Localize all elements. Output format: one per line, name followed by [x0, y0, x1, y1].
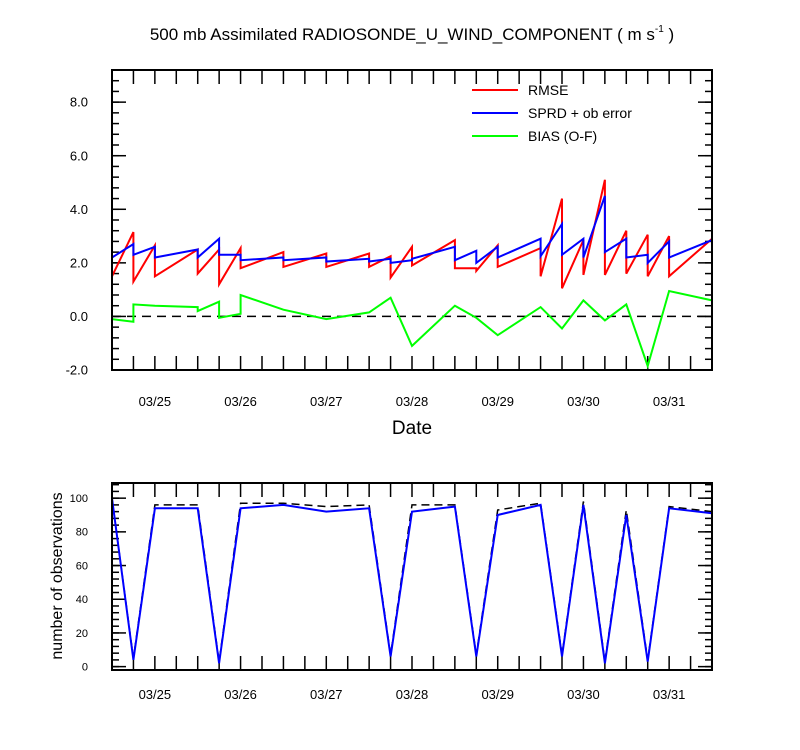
chart-title-exponent: -1 [655, 24, 664, 35]
bottom-series-assimilated [111, 498, 713, 664]
bottom-plot: 03/25 03/26 03/27 03/28 03/29 03/30 03/31 0 20 40… [70, 482, 713, 702]
bottom-y-tick-label: 40 [76, 594, 88, 606]
chart-title: 500 mb Assimilated RADIOSONDE_U_WIND_COM… [150, 24, 674, 44]
legend-label-sprd-ob-error: SPRD + ob error [528, 105, 632, 121]
top-x-tick-label: 03/25 [139, 394, 172, 409]
top-plot-frame [111, 69, 713, 371]
top-y-tick-label: 0.0 [70, 309, 88, 324]
top-x-tick-label: 03/30 [567, 394, 600, 409]
top-plot: 03/25 03/26 03/27 03/28 03/29 03/30 03/31 -2.0 0… [66, 69, 713, 409]
legend-label-rmse: RMSE [528, 82, 568, 98]
legend-label-bias-o-f: BIAS (O-F) [528, 128, 597, 144]
top-series-sprd-ob-error [111, 195, 713, 266]
top-x-tick-label: 03/27 [310, 394, 343, 409]
bottom-x-tick-label: 03/30 [567, 687, 600, 702]
bottom-x-tick-label: 03/28 [396, 687, 429, 702]
bottom-series-possible [111, 498, 713, 662]
top-y-tick-label: 6.0 [70, 148, 88, 163]
bottom-y-tick-label: 60 [76, 560, 88, 572]
top-x-tick-label: 03/26 [224, 394, 257, 409]
bottom-x-tick-label: 03/26 [224, 687, 257, 702]
bottom-x-tick-label: 03/31 [653, 687, 686, 702]
top-x-tick-label: 03/29 [481, 394, 514, 409]
top-x-tick-label: 03/28 [396, 394, 429, 409]
bottom-x-tick-label: 03/27 [310, 687, 343, 702]
top-y-tick-label: -2.0 [66, 363, 88, 378]
bottom-y-tick-label: 80 [76, 527, 88, 539]
top-y-tick-label: 8.0 [70, 95, 88, 110]
top-x-tick-label: 03/31 [653, 394, 686, 409]
top-y-tick-label: 4.0 [70, 202, 88, 217]
y-axis-label-observations: number of observations [49, 492, 66, 659]
bottom-plot-frame [111, 482, 713, 671]
chart-title-main: 500 mb Assimilated RADIOSONDE_U_WIND_COM… [150, 25, 655, 44]
top-y-tick-label: 2.0 [70, 255, 88, 270]
bottom-x-tick-label: 03/25 [139, 687, 172, 702]
top-series-rmse [111, 179, 713, 289]
bottom-y-tick-label: 100 [70, 493, 88, 505]
top-series-bias-o-f [111, 289, 713, 370]
bottom-y-tick-label: 20 [76, 628, 88, 640]
bottom-x-tick-label: 03/29 [481, 687, 514, 702]
bottom-y-tick-label: 0 [82, 661, 88, 673]
x-axis-label: Date [392, 418, 432, 439]
legend: RMSE SPRD + ob error BIAS (O-F) [472, 82, 632, 144]
chart-title-close: ) [664, 25, 674, 44]
